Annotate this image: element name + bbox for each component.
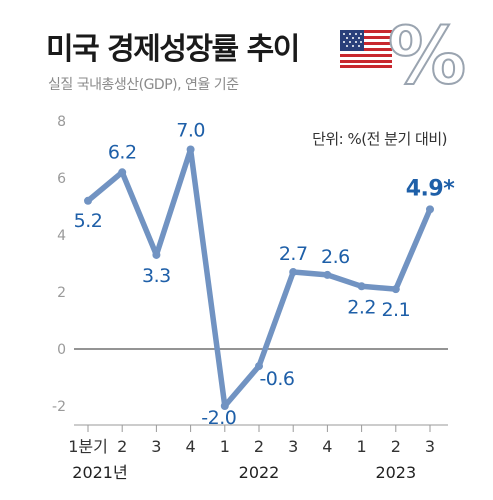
percent-badge-icon: % [387,12,467,102]
data-point [391,285,400,294]
y-tick-label: 2 [57,285,66,301]
data-label: 3.3 [142,265,171,287]
data-point [152,250,161,259]
data-label: 7.0 [176,120,205,142]
x-tick-label: 1 [357,437,367,456]
x-tick-label: 2 [391,437,401,456]
x-tick-label: 2 [117,437,127,456]
x-tick-label: 3 [151,437,161,456]
year-label: 2022 [239,463,280,482]
data-point [255,362,263,371]
data-label: 6.2 [108,141,137,163]
y-tick-label: 4 [57,228,66,244]
x-tick-label: 1 [220,437,230,456]
data-point [357,282,366,291]
data-label: 2.2 [347,296,376,318]
data-point [186,145,195,154]
year-label: 2021년 [72,463,127,482]
data-point [220,402,229,410]
data-point [118,168,127,177]
year-label: 2023 [375,463,416,482]
chart-title: 미국 경제성장률 추이 [46,32,300,67]
data-label: 4.9* [406,176,455,201]
x-tick-label: 1분기 [68,437,108,456]
us-flag-icon [340,30,392,68]
data-label: 5.2 [74,210,103,232]
data-point [426,205,434,214]
data-label: 2.7 [279,243,308,265]
y-tick-label: 0 [57,342,66,358]
data-label: 2.6 [321,246,350,268]
x-tick-label: 3 [425,437,435,456]
x-axis-ticks: 1분기 2 3 4 1 2 3 4 1 2 3 2021년 2022 2023 [68,425,435,482]
x-tick-label: 4 [322,437,332,456]
chart-subtitle: 실질 국내총생산(GDP), 연율 기준 [48,77,239,93]
data-points: 5.2 6.2 3.3 7.0 -2.0 -0.6 2.7 2.6 2.2 2.1 4.9* [74,120,456,430]
data-point [84,196,92,205]
y-axis: -2 0 2 4 6 8 [52,114,66,415]
data-label: -2.0 [201,407,236,429]
data-label: 2.1 [381,299,410,321]
x-tick-label: 2 [254,437,264,456]
y-tick-label: 6 [57,171,66,187]
data-label: -0.6 [259,368,294,390]
y-tick-label: -2 [52,399,66,415]
data-point [289,268,298,277]
data-point [323,270,332,279]
x-tick-label: 4 [186,437,196,456]
y-tick-label: 8 [57,114,66,130]
x-tick-label: 3 [288,437,298,456]
unit-note: 단위: %(전 분기 대비) [312,130,447,148]
